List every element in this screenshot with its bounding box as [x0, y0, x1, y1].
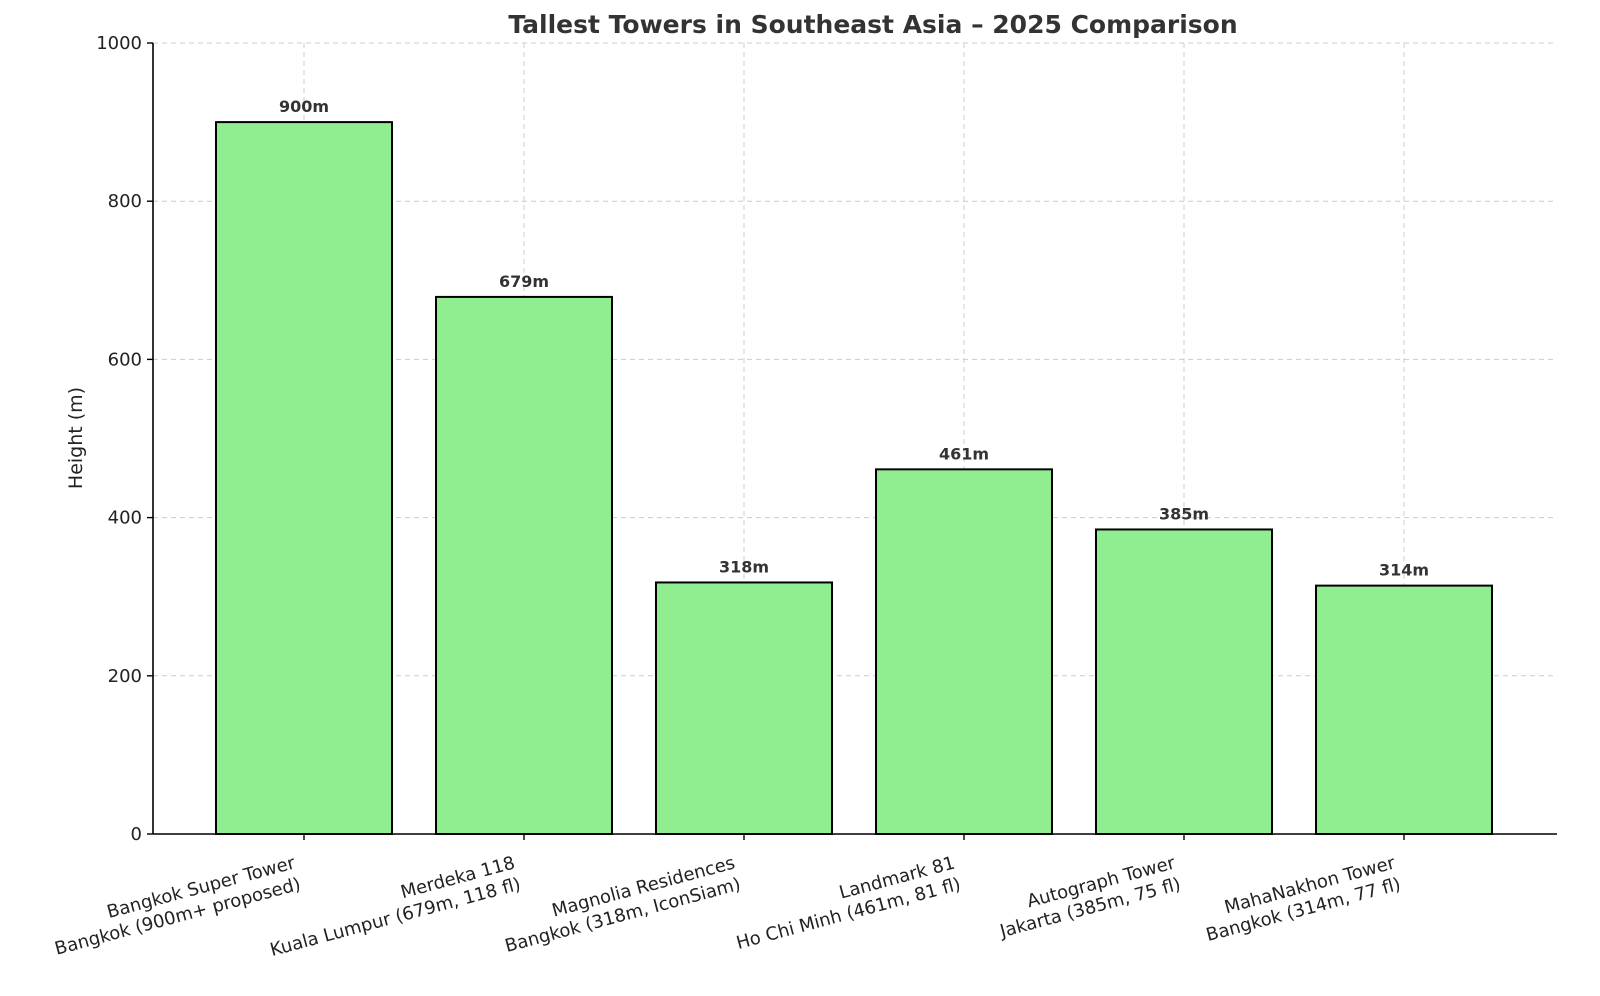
data-label: 318m	[719, 557, 769, 576]
y-tick-label: 0	[131, 824, 142, 845]
data-label: 314m	[1379, 561, 1429, 580]
axes	[152, 43, 1557, 835]
x-tick-label-line: Kuala Lumpur (679m, 118 fl)	[268, 874, 523, 961]
x-tick-label: Autograph TowerJakarta (385m, 75 fl)	[991, 852, 1183, 942]
y-tick-label: 1000	[96, 33, 142, 54]
bar	[1095, 528, 1273, 836]
data-label: 461m	[939, 444, 989, 463]
bar	[1315, 584, 1493, 835]
y-axis-label: Height (m)	[65, 387, 87, 489]
x-ticks: Bangkok Super TowerBangkok (900m+ propos…	[47, 834, 1405, 961]
bar	[655, 581, 833, 835]
data-labels: 900m 679m 318m 461m 385m 314m	[279, 97, 1429, 580]
bar	[215, 121, 393, 836]
chart-title: Tallest Towers in Southeast Asia – 2025 …	[508, 10, 1237, 39]
y-tick-label: 200	[108, 666, 142, 687]
x-tick-label: MahaNakhon TowerBangkok (314m, 77 fl)	[1198, 852, 1403, 946]
x-tick-label: Bangkok Super TowerBangkok (900m+ propos…	[47, 852, 304, 959]
y-tick-label: 800	[108, 191, 142, 212]
data-label: 900m	[279, 97, 329, 116]
y-tick-label: 400	[108, 508, 142, 529]
bar	[435, 295, 613, 835]
x-tick-label: Landmark 81Ho Chi Minh (461m, 81 fl)	[728, 853, 963, 954]
data-label: 385m	[1159, 504, 1209, 523]
y-tick-label: 600	[108, 349, 142, 370]
data-label: 679m	[499, 272, 549, 291]
bar	[875, 468, 1053, 835]
x-tick-label: Merdeka 118Kuala Lumpur (679m, 118 fl)	[262, 853, 523, 961]
bars	[215, 121, 1493, 836]
y-ticks: 0 200 400 600 800 1000	[96, 33, 153, 845]
x-tick-label: Magnolia ResidencesBangkok (318m, IconSi…	[497, 853, 743, 957]
